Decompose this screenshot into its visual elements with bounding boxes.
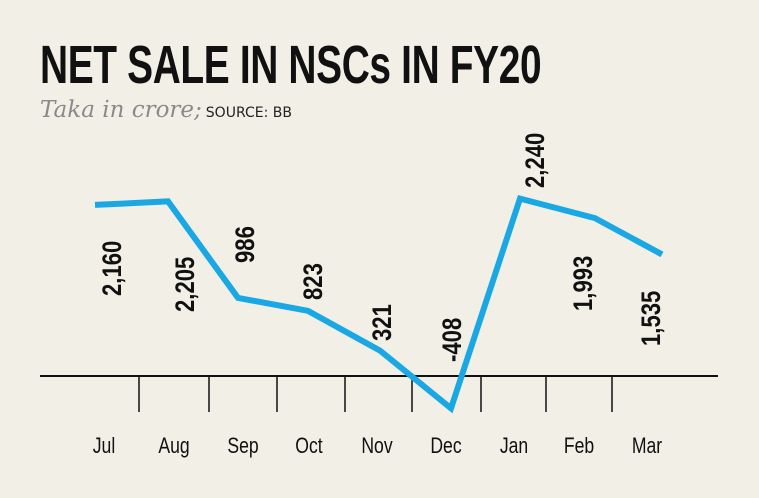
x-tick-label: Nov	[361, 434, 392, 458]
data-label: 986	[231, 226, 261, 263]
data-label: 2,240	[521, 133, 551, 188]
data-label: -408	[438, 318, 468, 362]
data-label: 2,160	[98, 241, 128, 296]
data-label: 321	[368, 304, 398, 341]
data-label: 823	[299, 263, 329, 300]
chart-title: NET SALE IN NSCs IN FY20	[40, 35, 542, 95]
x-tick-label: Feb	[564, 434, 594, 458]
x-tick-label: Jan	[500, 434, 528, 458]
chart-subtitle: Taka in crore; SOURCE: BB	[40, 97, 292, 123]
x-tick-label: Jul	[93, 434, 115, 458]
x-tick-label: Dec	[430, 434, 461, 458]
x-tick-label: Sep	[227, 434, 258, 458]
source-note: SOURCE: BB	[205, 105, 292, 121]
data-label: 2,205	[171, 256, 201, 312]
x-tick-label: Oct	[295, 434, 323, 458]
x-tick-label: Aug	[158, 434, 189, 458]
x-tick-label: Mar	[632, 434, 663, 458]
data-label: 1,993	[569, 256, 599, 311]
unit-note: Taka in crore;	[40, 97, 202, 123]
data-label: 1,535	[637, 290, 667, 346]
